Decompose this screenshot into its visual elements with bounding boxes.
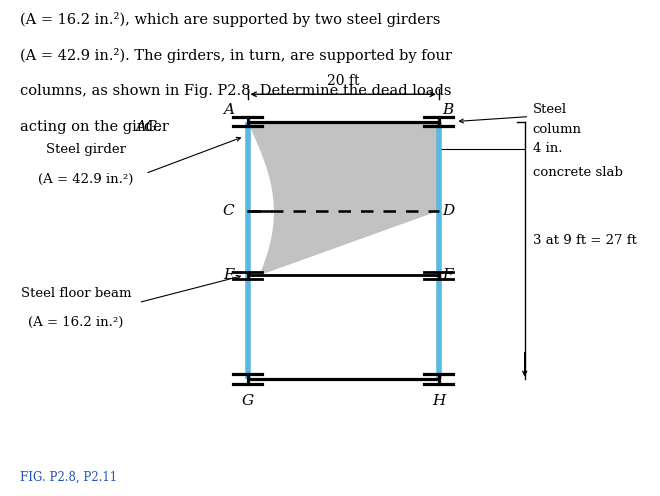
Text: acting on the girder: acting on the girder xyxy=(20,120,174,133)
Text: (A = 42.9 in.²): (A = 42.9 in.²) xyxy=(38,173,133,186)
Polygon shape xyxy=(248,122,439,275)
Text: .: . xyxy=(157,120,162,133)
Text: E: E xyxy=(223,268,234,282)
Text: H: H xyxy=(432,394,446,408)
Text: C: C xyxy=(222,204,234,218)
Text: FIG. P2.8, P2.11: FIG. P2.8, P2.11 xyxy=(20,471,117,484)
Text: Steel girder: Steel girder xyxy=(46,143,126,156)
Text: (A = 16.2 in.²): (A = 16.2 in.²) xyxy=(28,316,123,329)
Text: (A = 16.2 in.²), which are supported by two steel girders: (A = 16.2 in.²), which are supported by … xyxy=(20,12,440,27)
Text: F: F xyxy=(442,268,453,282)
Text: Steel floor beam: Steel floor beam xyxy=(20,287,131,300)
Text: (A = 42.9 in.²). The girders, in turn, are supported by four: (A = 42.9 in.²). The girders, in turn, a… xyxy=(20,48,452,63)
Text: 20 ft: 20 ft xyxy=(327,74,360,88)
Text: 3 at 9 ft = 27 ft: 3 at 9 ft = 27 ft xyxy=(533,234,636,247)
Text: concrete slab: concrete slab xyxy=(533,166,622,179)
Text: 4 in.: 4 in. xyxy=(533,142,562,155)
Text: A: A xyxy=(223,103,234,117)
Text: columns, as shown in Fig. P2.8. Determine the dead loads: columns, as shown in Fig. P2.8. Determin… xyxy=(20,84,451,98)
Text: B: B xyxy=(442,103,453,117)
Text: AG: AG xyxy=(135,120,158,133)
Text: Steel: Steel xyxy=(533,103,567,116)
Text: D: D xyxy=(442,204,455,218)
Text: G: G xyxy=(242,394,253,408)
Text: column: column xyxy=(533,124,581,136)
